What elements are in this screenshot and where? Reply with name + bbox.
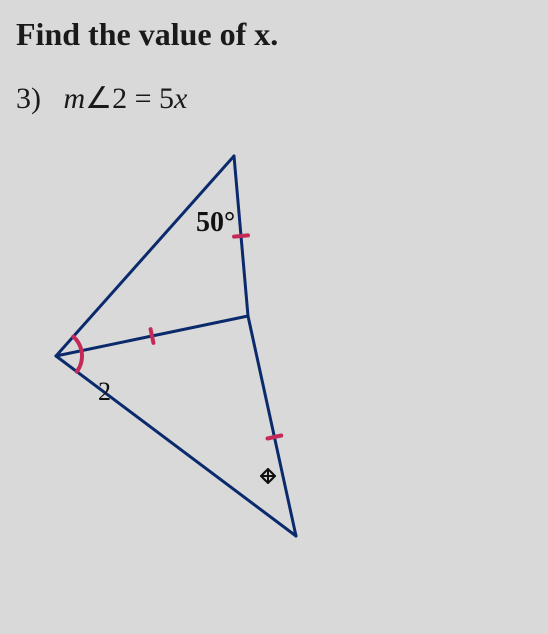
problem-number: 3)	[16, 82, 41, 115]
section-heading: Find the value of x.	[16, 16, 532, 53]
problem-statement: 3) m∠2 = 5x	[16, 81, 532, 116]
geometry-figure: 50° 2	[16, 136, 532, 556]
triangle-diagram: 50° 2	[16, 136, 356, 556]
problem-equation: m∠2 = 5x	[56, 82, 187, 115]
svg-text:50°: 50°	[196, 207, 235, 238]
svg-text:2: 2	[98, 377, 111, 406]
